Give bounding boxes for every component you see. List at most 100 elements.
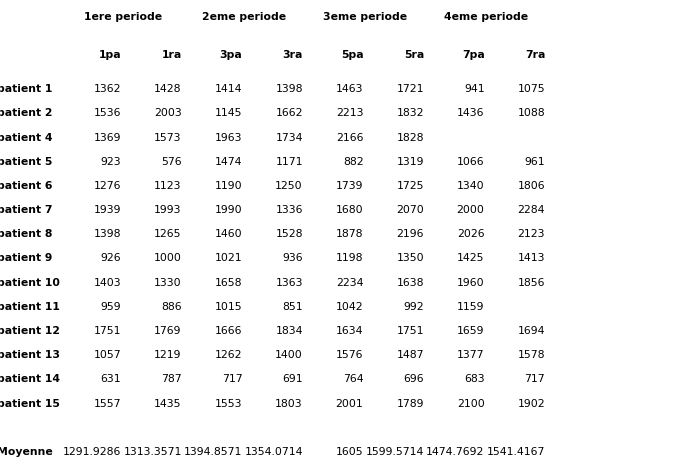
Text: 1021: 1021 (215, 253, 242, 264)
Text: 717: 717 (221, 374, 242, 385)
Text: 1993: 1993 (154, 205, 182, 215)
Text: 1435: 1435 (154, 399, 182, 409)
Text: 959: 959 (100, 302, 121, 312)
Text: 764: 764 (343, 374, 363, 385)
Text: 1313.3571: 1313.3571 (123, 447, 182, 457)
Text: 1578: 1578 (518, 350, 545, 360)
Text: 1721: 1721 (396, 84, 424, 94)
Text: 1398: 1398 (275, 84, 303, 94)
Text: patient 1: patient 1 (0, 84, 52, 94)
Text: 1pa: 1pa (98, 50, 121, 60)
Text: 1265: 1265 (154, 229, 182, 239)
Text: patient 7: patient 7 (0, 205, 52, 215)
Text: 1219: 1219 (154, 350, 182, 360)
Text: 1363: 1363 (275, 278, 303, 288)
Text: 1362: 1362 (94, 84, 121, 94)
Text: patient 14: patient 14 (0, 374, 60, 385)
Text: 1541.4167: 1541.4167 (487, 447, 545, 457)
Text: 1066: 1066 (457, 157, 485, 167)
Text: 717: 717 (524, 374, 545, 385)
Text: 1605: 1605 (336, 447, 363, 457)
Text: 1000: 1000 (154, 253, 182, 264)
Text: 1330: 1330 (154, 278, 182, 288)
Text: 936: 936 (282, 253, 303, 264)
Text: 1680: 1680 (336, 205, 363, 215)
Text: 7ra: 7ra (525, 50, 545, 60)
Text: 926: 926 (100, 253, 121, 264)
Text: 1990: 1990 (215, 205, 242, 215)
Text: 1398: 1398 (94, 229, 121, 239)
Text: 1354.0714: 1354.0714 (244, 447, 303, 457)
Text: 1769: 1769 (154, 326, 182, 336)
Text: 2000: 2000 (457, 205, 485, 215)
Text: 1414: 1414 (215, 84, 242, 94)
Text: 2123: 2123 (518, 229, 545, 239)
Text: 7pa: 7pa (462, 50, 485, 60)
Text: 1123: 1123 (154, 181, 182, 191)
Text: 1336: 1336 (275, 205, 303, 215)
Text: 2070: 2070 (396, 205, 424, 215)
Text: 2196: 2196 (396, 229, 424, 239)
Text: 3eme periode: 3eme periode (323, 12, 407, 22)
Text: 882: 882 (343, 157, 363, 167)
Text: 1369: 1369 (94, 133, 121, 143)
Text: 696: 696 (403, 374, 424, 385)
Text: 961: 961 (524, 157, 545, 167)
Text: 1734: 1734 (275, 133, 303, 143)
Text: 5ra: 5ra (404, 50, 424, 60)
Text: 1394.8571: 1394.8571 (184, 447, 242, 457)
Text: 2eme periode: 2eme periode (202, 12, 286, 22)
Text: 1789: 1789 (396, 399, 424, 409)
Text: 631: 631 (100, 374, 121, 385)
Text: patient 13: patient 13 (0, 350, 60, 360)
Text: patient 6: patient 6 (0, 181, 52, 191)
Text: 1198: 1198 (336, 253, 363, 264)
Text: 1487: 1487 (396, 350, 424, 360)
Text: 1474: 1474 (215, 157, 242, 167)
Text: 4eme periode: 4eme periode (444, 12, 528, 22)
Text: 1159: 1159 (457, 302, 485, 312)
Text: 2001: 2001 (336, 399, 363, 409)
Text: 1963: 1963 (215, 133, 242, 143)
Text: 1400: 1400 (275, 350, 303, 360)
Text: 2234: 2234 (336, 278, 363, 288)
Text: 1576: 1576 (336, 350, 363, 360)
Text: 1171: 1171 (275, 157, 303, 167)
Text: patient 8: patient 8 (0, 229, 52, 239)
Text: 1960: 1960 (457, 278, 485, 288)
Text: 576: 576 (161, 157, 182, 167)
Text: 941: 941 (464, 84, 485, 94)
Text: 1042: 1042 (336, 302, 363, 312)
Text: 1666: 1666 (215, 326, 242, 336)
Text: patient 10: patient 10 (0, 278, 59, 288)
Text: 787: 787 (161, 374, 182, 385)
Text: 1751: 1751 (396, 326, 424, 336)
Text: 1739: 1739 (336, 181, 363, 191)
Text: 1413: 1413 (518, 253, 545, 264)
Text: Moyenne: Moyenne (0, 447, 52, 457)
Text: 1694: 1694 (518, 326, 545, 336)
Text: 1803: 1803 (275, 399, 303, 409)
Text: 1340: 1340 (457, 181, 485, 191)
Text: 691: 691 (282, 374, 303, 385)
Text: 1ere periode: 1ere periode (83, 12, 162, 22)
Text: 2100: 2100 (457, 399, 485, 409)
Text: 1573: 1573 (154, 133, 182, 143)
Text: 1939: 1939 (94, 205, 121, 215)
Text: 3ra: 3ra (283, 50, 303, 60)
Text: 1528: 1528 (275, 229, 303, 239)
Text: 1425: 1425 (457, 253, 485, 264)
Text: 1190: 1190 (215, 181, 242, 191)
Text: 1262: 1262 (215, 350, 242, 360)
Text: 851: 851 (282, 302, 303, 312)
Text: 1291.9286: 1291.9286 (63, 447, 121, 457)
Text: 1057: 1057 (94, 350, 121, 360)
Text: 1015: 1015 (215, 302, 242, 312)
Text: 1377: 1377 (457, 350, 485, 360)
Text: patient 15: patient 15 (0, 399, 59, 409)
Text: 1832: 1832 (396, 108, 424, 119)
Text: 1878: 1878 (336, 229, 363, 239)
Text: 1474.7692: 1474.7692 (426, 447, 485, 457)
Text: 1ra: 1ra (162, 50, 182, 60)
Text: 1460: 1460 (215, 229, 242, 239)
